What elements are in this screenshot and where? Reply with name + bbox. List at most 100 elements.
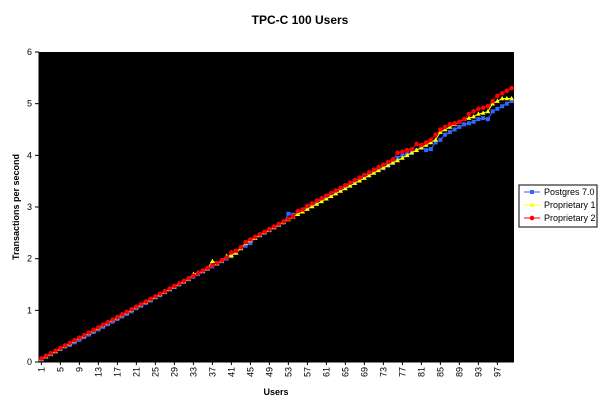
data-point (438, 127, 443, 132)
legend-marker (529, 215, 535, 221)
data-point (214, 260, 220, 266)
data-point (428, 147, 433, 152)
data-point (357, 175, 362, 180)
data-point (509, 95, 515, 101)
data-point (233, 248, 239, 254)
data-point (499, 91, 505, 96)
x-tick-label: 53 (283, 367, 293, 377)
data-point (500, 104, 505, 109)
data-point (385, 159, 391, 165)
data-point (324, 193, 329, 198)
chart-title: TPC-C 100 Users (252, 13, 349, 27)
data-point (471, 113, 477, 119)
data-point (295, 208, 301, 214)
data-point (290, 214, 296, 219)
data-point (433, 132, 438, 137)
data-point (352, 180, 358, 186)
data-point (400, 149, 405, 155)
data-point (423, 140, 429, 145)
x-tick-label: 33 (188, 367, 198, 377)
series-proprietary-2 (39, 85, 514, 361)
data-point (371, 170, 377, 175)
data-point (105, 319, 111, 325)
data-point (399, 155, 405, 160)
data-point (205, 265, 210, 271)
x-tick-label: 97 (492, 367, 502, 377)
data-point (271, 224, 277, 229)
data-point (286, 211, 291, 216)
data-point (286, 216, 291, 222)
data-point (153, 294, 158, 299)
data-point (419, 142, 424, 148)
data-point (248, 241, 253, 246)
data-point (342, 185, 348, 191)
data-point (347, 180, 353, 186)
data-point (309, 201, 315, 206)
data-point (381, 162, 386, 167)
data-point (376, 167, 382, 173)
data-point (395, 150, 400, 156)
data-point (305, 203, 310, 209)
data-point (134, 304, 139, 310)
data-point (304, 206, 310, 211)
x-tick-label: 9 (74, 367, 84, 372)
data-point (343, 183, 348, 188)
data-point (485, 103, 491, 109)
data-point (371, 167, 377, 173)
data-point (238, 245, 244, 250)
x-tick-label: 81 (416, 367, 426, 377)
x-tick-label: 1 (36, 367, 46, 372)
data-point (181, 278, 187, 284)
data-point (480, 110, 486, 115)
data-point (447, 130, 452, 135)
data-point (447, 122, 453, 127)
data-point (452, 127, 457, 132)
data-point (504, 101, 509, 106)
data-point (466, 115, 472, 120)
data-point (347, 183, 353, 188)
data-point (380, 165, 386, 170)
data-point (476, 106, 481, 112)
data-point (100, 322, 106, 328)
series-line (41, 87, 512, 359)
data-point (333, 190, 339, 196)
data-point (319, 195, 324, 201)
data-point (433, 140, 438, 145)
data-point (295, 211, 301, 217)
data-point (162, 288, 168, 294)
data-point (86, 330, 92, 335)
data-point (195, 270, 201, 276)
data-point (504, 88, 510, 94)
data-point (480, 105, 486, 111)
data-point (357, 178, 363, 183)
data-point (490, 109, 495, 114)
legend-items: Postgres 7.0 Proprietary 1 Proprietary 2 (524, 187, 596, 223)
data-point (72, 338, 77, 343)
x-tick-label: 61 (321, 367, 331, 377)
data-point (499, 95, 505, 101)
data-point (186, 276, 191, 281)
data-point (248, 237, 253, 242)
data-point (466, 121, 471, 126)
data-point (167, 286, 172, 291)
data-point (495, 106, 500, 111)
x-tick-label: 49 (264, 367, 274, 377)
data-point (81, 332, 87, 338)
data-point (229, 250, 234, 255)
legend-marker (529, 202, 535, 207)
x-tick-label: 37 (207, 367, 217, 377)
x-tick-label: 5 (55, 367, 65, 372)
data-point (252, 234, 258, 240)
data-point (509, 99, 514, 104)
x-tick-label: 17 (112, 367, 122, 377)
data-point (115, 314, 120, 320)
data-point (433, 137, 439, 142)
data-point (395, 157, 401, 163)
legend: Postgres 7.0 Proprietary 1 Proprietary 2 (518, 184, 598, 228)
data-point (191, 273, 196, 279)
data-point (210, 263, 215, 268)
data-point (96, 325, 101, 330)
data-point (338, 188, 344, 193)
data-point (475, 111, 481, 116)
legend-label: Postgres 7.0 (544, 187, 595, 197)
